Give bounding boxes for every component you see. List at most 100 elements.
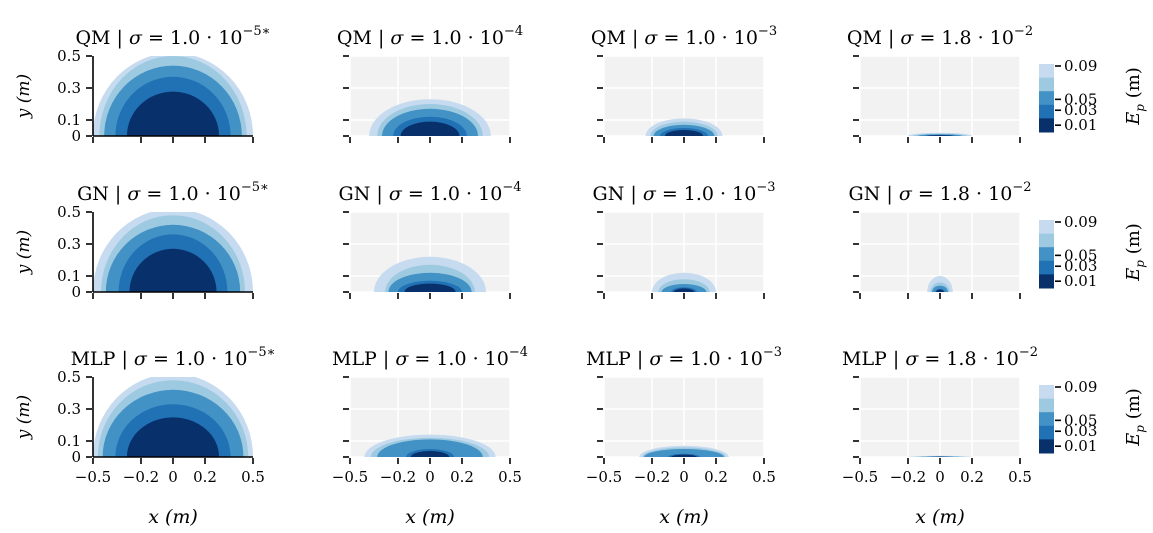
colorbar-segment bbox=[1039, 274, 1054, 289]
y-tick-label: 0.5 bbox=[57, 47, 81, 65]
colorbar-label: Ep (m) bbox=[1123, 67, 1147, 126]
contour-level-core bbox=[126, 91, 220, 136]
x-tick-label: 0.2 bbox=[450, 468, 474, 486]
panel-qm-0: 00.1 0.3 0.5 y (m) QM | σ = 1.0 · 10−5∗ bbox=[14, 24, 271, 145]
panel-gn-2: GN | σ = 1.0 · 10−3 bbox=[593, 180, 776, 299]
colorbar-segment bbox=[1039, 104, 1054, 119]
x-tick-label: 0.5 bbox=[1008, 468, 1032, 486]
x-tick-label: 0.2 bbox=[960, 468, 984, 486]
colorbar-segment bbox=[1039, 385, 1054, 400]
panel-title: MLP | σ = 1.0 · 10−4 bbox=[332, 345, 528, 370]
contour-level-core bbox=[671, 454, 697, 457]
contour-group bbox=[645, 118, 723, 136]
panel-gn-3: GN | σ = 1.8 · 10−2 bbox=[849, 180, 1032, 299]
x-tick-label: −0.2 bbox=[123, 468, 159, 486]
colorbar-segment bbox=[1039, 247, 1054, 262]
y-tick-label: 0.3 bbox=[57, 79, 81, 97]
contour-group bbox=[93, 377, 253, 457]
colorbar-tick-label: 0.05 bbox=[1064, 90, 1097, 108]
contour-level-core bbox=[673, 288, 695, 292]
x-tick-label: −0.5 bbox=[332, 468, 368, 486]
panel-title: MLP | σ = 1.0 · 10−3 bbox=[586, 345, 782, 370]
colorbar-segment bbox=[1039, 425, 1054, 440]
contour-group bbox=[639, 445, 729, 457]
contour-group bbox=[927, 276, 953, 292]
y-tick-label: 0.5 bbox=[57, 368, 81, 386]
panel-title: QM | σ = 1.8 · 10−2 bbox=[847, 24, 1033, 49]
y-axis-label: y (m) bbox=[14, 395, 34, 440]
y-tick-label: 0.5 bbox=[57, 203, 81, 221]
panel-qm-1: QM | σ = 1.0 · 10−4 bbox=[337, 24, 523, 143]
x-tick-label: 0.2 bbox=[704, 468, 728, 486]
y-tick-label: 0.1 bbox=[57, 267, 81, 285]
y-tick-label: 0.3 bbox=[57, 400, 81, 418]
contour-level-core bbox=[927, 135, 953, 136]
panel-mlp-2: −0.5 −0.2 0 0.2 0.5 x (m) MLP | σ = 1.0 · 10−3 bbox=[586, 345, 782, 528]
y-axis-label: y (m) bbox=[14, 230, 34, 275]
contour-group bbox=[364, 434, 496, 457]
panel-qm-2: QM | σ = 1.0 · 10−3 bbox=[591, 24, 777, 143]
x-tick-label: 0 bbox=[935, 468, 945, 486]
y-tick-label: 0.3 bbox=[57, 235, 81, 253]
x-tick-label: −0.2 bbox=[380, 468, 416, 486]
contour-level-core bbox=[400, 121, 460, 136]
panel-title: GN | σ = 1.0 · 10−5∗ bbox=[77, 180, 269, 205]
colorbar-tick-label: 0.09 bbox=[1064, 378, 1097, 396]
x-tick-label: 0.2 bbox=[193, 468, 217, 486]
x-tick-label: 0.5 bbox=[241, 468, 265, 486]
x-tick-label: −0.2 bbox=[634, 468, 670, 486]
y-tick-label: 0 bbox=[71, 127, 81, 145]
colorbar-tick-label: 0.05 bbox=[1064, 411, 1097, 429]
panel-title: MLP | σ = 1.8 · 10−2 bbox=[842, 345, 1038, 370]
x-axis-label: x (m) bbox=[148, 506, 198, 528]
x-axis-label: x (m) bbox=[405, 506, 455, 528]
panel-title: GN | σ = 1.0 · 10−4 bbox=[339, 180, 522, 205]
panel-title: MLP | σ = 1.0 · 10−5∗ bbox=[71, 345, 276, 370]
contour-level-core bbox=[126, 417, 220, 457]
x-tick-label: 0.5 bbox=[498, 468, 522, 486]
panel-gn-1: GN | σ = 1.0 · 10−4 bbox=[339, 180, 522, 299]
panel-title: GN | σ = 1.8 · 10−2 bbox=[849, 180, 1032, 205]
colorbar-tick-label: 0.09 bbox=[1064, 57, 1097, 75]
y-tick-label: 0.1 bbox=[57, 432, 81, 450]
colorbar-label: Ep (m) bbox=[1123, 388, 1147, 447]
contour-group bbox=[652, 272, 716, 292]
contour-group bbox=[908, 455, 972, 457]
contour-level-core bbox=[410, 451, 450, 457]
x-tick-label: 0 bbox=[168, 468, 178, 486]
colorbar-segment bbox=[1039, 91, 1054, 106]
contour-group bbox=[908, 132, 972, 136]
contour-level-core bbox=[936, 289, 944, 292]
colorbar-segment bbox=[1039, 118, 1054, 133]
colorbar-segment bbox=[1039, 398, 1054, 413]
y-tick-label: 0 bbox=[71, 283, 81, 301]
contour-level-core bbox=[664, 130, 704, 136]
panel-qm-3: QM | σ = 1.8 · 10−2 bbox=[847, 24, 1033, 143]
colorbar-segment bbox=[1039, 233, 1054, 248]
x-axis-label: x (m) bbox=[659, 506, 709, 528]
x-tick-label: −0.5 bbox=[75, 468, 111, 486]
contour-group bbox=[93, 56, 253, 136]
panel-title: QM | σ = 1.0 · 10−4 bbox=[337, 24, 523, 49]
x-tick-label: 0 bbox=[679, 468, 689, 486]
x-tick-label: 0 bbox=[425, 468, 435, 486]
x-tick-label: −0.2 bbox=[890, 468, 926, 486]
colorbar-tick-label: 0.05 bbox=[1064, 246, 1097, 264]
colorbar-tick-label: 0.01 bbox=[1064, 437, 1097, 455]
colorbar-tick-label: 0.01 bbox=[1064, 272, 1097, 290]
colorbar-tick-label: 0.03 bbox=[1064, 422, 1097, 440]
colorbar-segment bbox=[1039, 77, 1054, 92]
x-tick-label: −0.5 bbox=[842, 468, 878, 486]
panel-mlp-1: −0.5 −0.2 0 0.2 0.5 x (m) MLP | σ = 1.0 · 10−4 bbox=[332, 345, 528, 528]
colorbar-gn: 0.010.030.05 0.09 Ep (m) bbox=[1039, 213, 1147, 290]
colorbar-tick-label: 0.03 bbox=[1064, 101, 1097, 119]
colorbar-segment bbox=[1039, 439, 1054, 454]
colorbar-segment bbox=[1039, 64, 1054, 79]
colorbar-tick-label: 0.03 bbox=[1064, 257, 1097, 275]
panel-title: GN | σ = 1.0 · 10−3 bbox=[593, 180, 776, 205]
y-tick-label: 0 bbox=[71, 448, 81, 466]
panel-mlp-3: −0.5 −0.2 0 0.2 0.5 x (m) MLP | σ = 1.8 · 10−2 bbox=[842, 345, 1038, 528]
panel-title: QM | σ = 1.0 · 10−5∗ bbox=[75, 24, 270, 49]
contour-level-core bbox=[404, 283, 456, 292]
